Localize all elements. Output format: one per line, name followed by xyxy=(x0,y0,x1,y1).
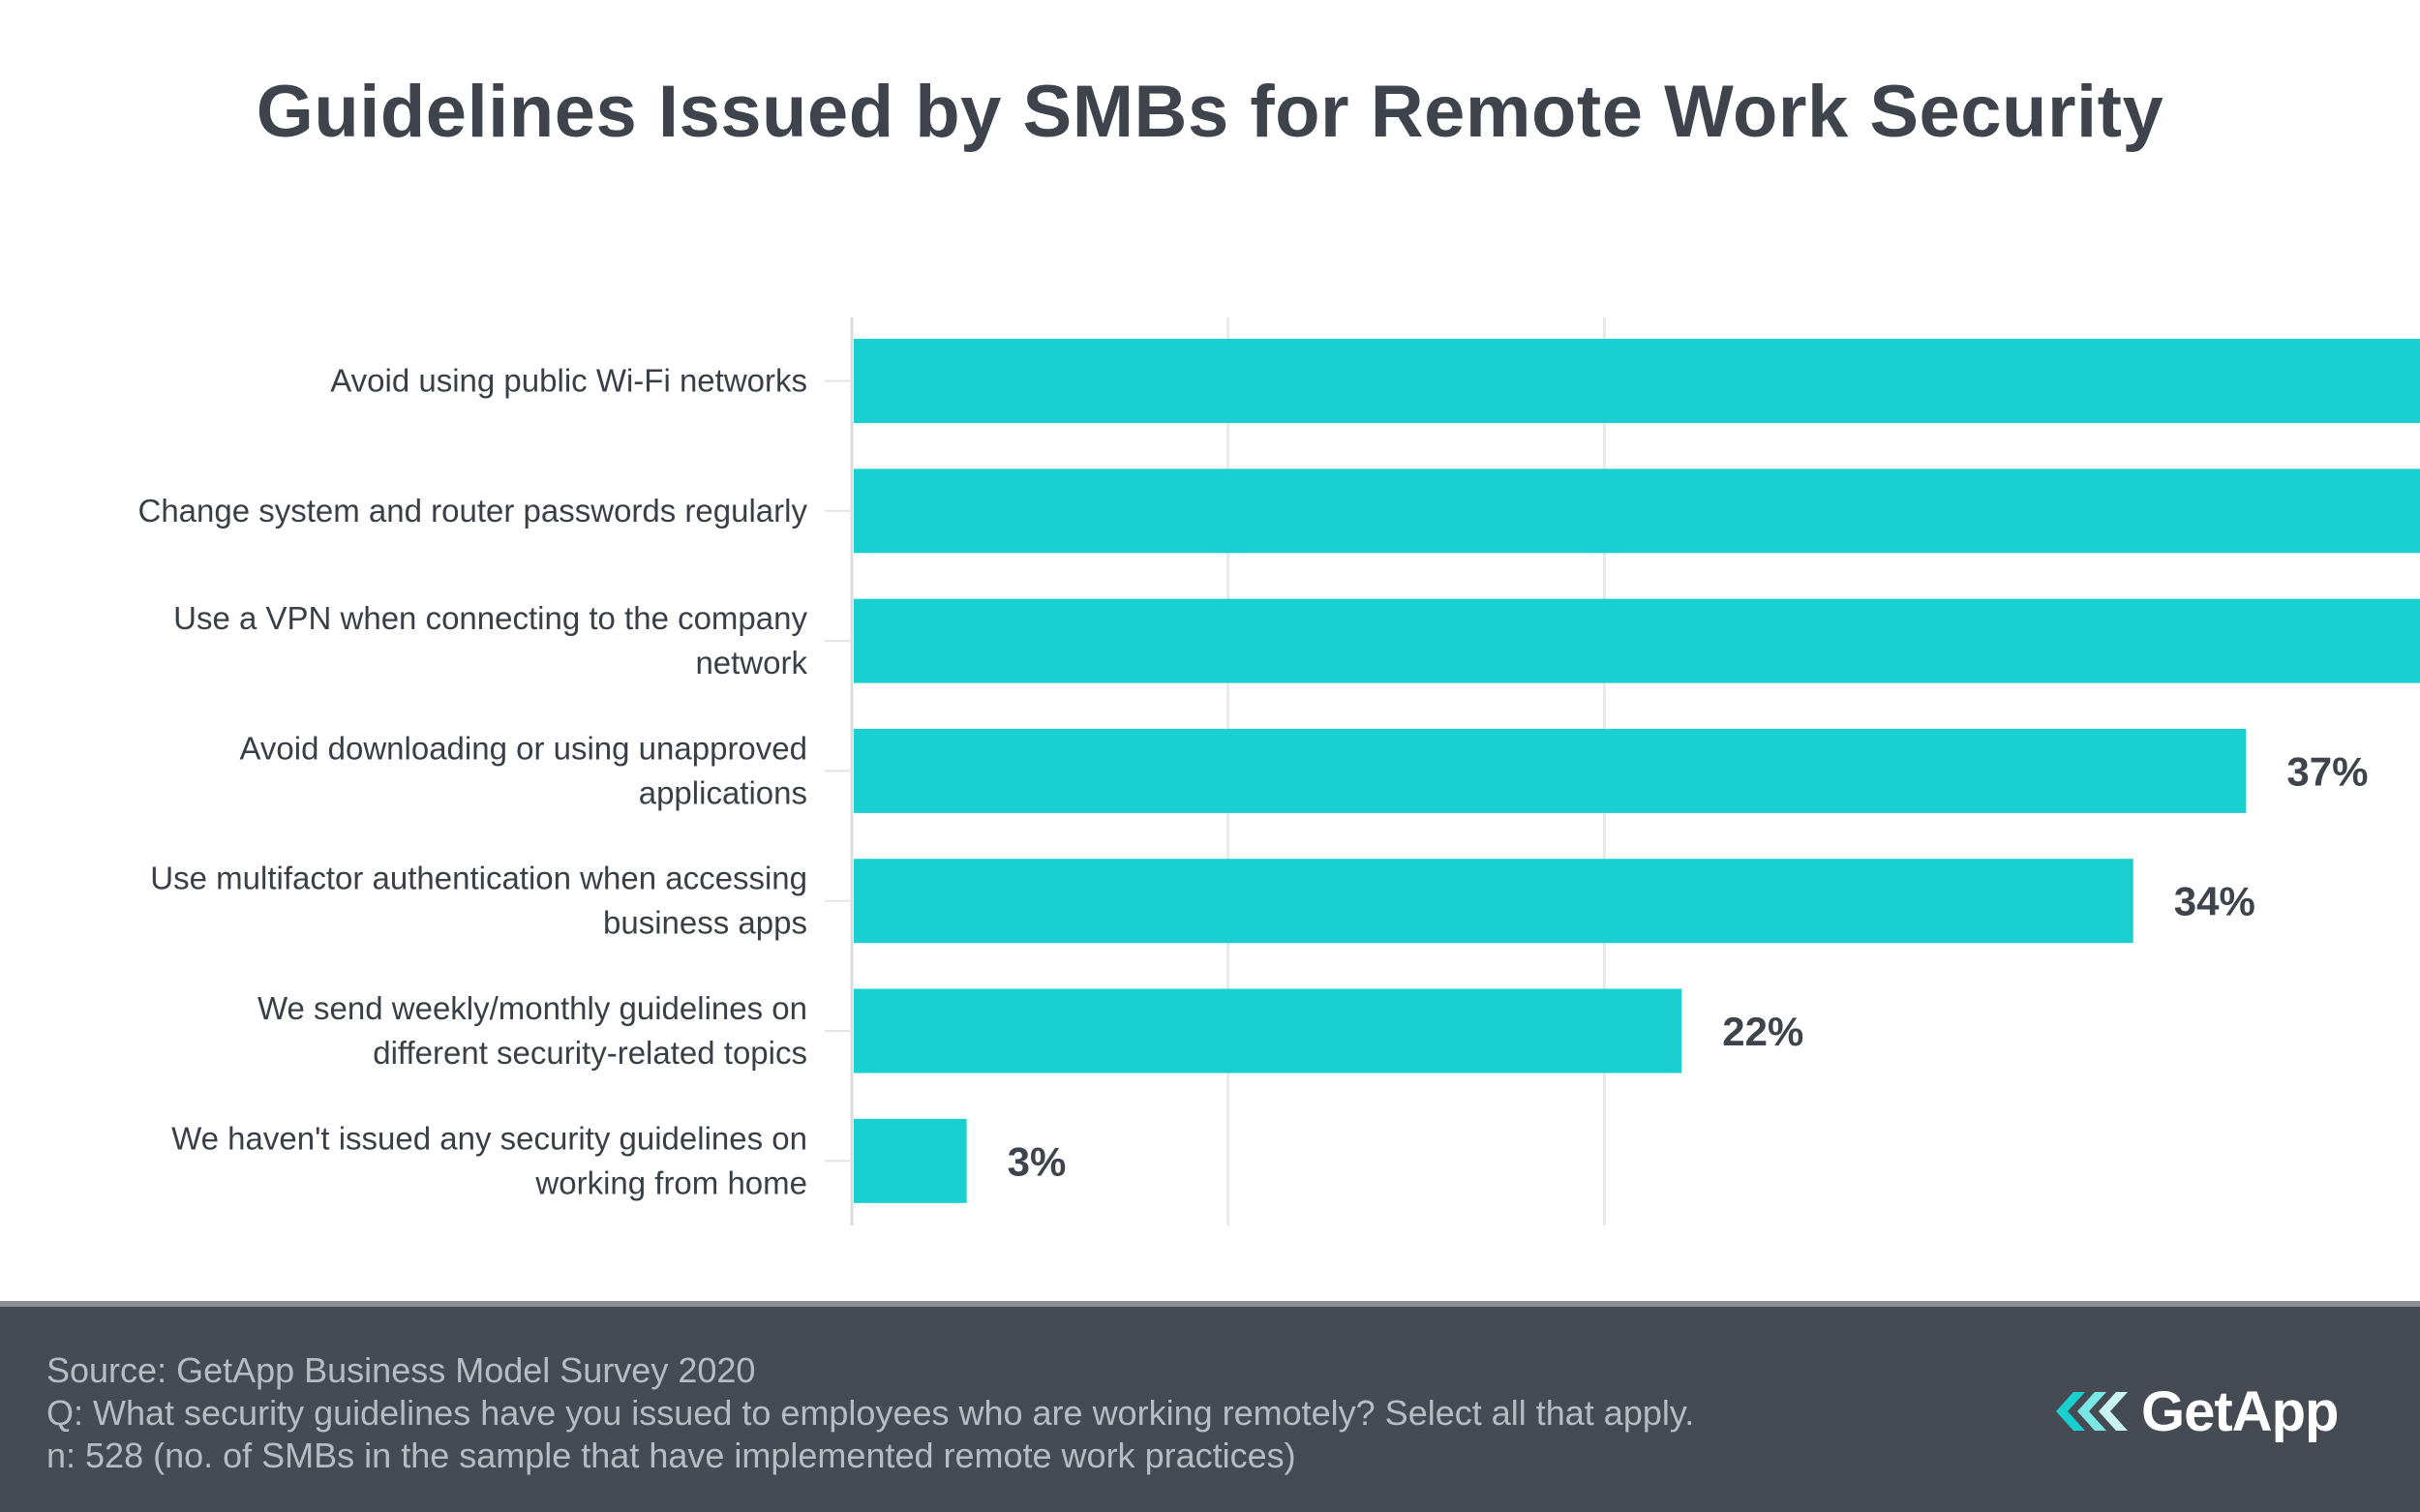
bar xyxy=(854,469,2420,554)
bar xyxy=(854,728,2247,813)
source-note: Source: GetApp Business Model Survey 202… xyxy=(46,1350,756,1390)
value-label: 3% xyxy=(1008,1138,1067,1184)
footer-notes: Source: GetApp Business Model Survey 202… xyxy=(46,1349,1694,1477)
bar xyxy=(854,859,2133,944)
footer: Source: GetApp Business Model Survey 202… xyxy=(0,1301,2420,1512)
question-note: Q: What security guidelines have you iss… xyxy=(46,1393,1695,1433)
category-label: Use multifactor authentication when acce… xyxy=(150,861,807,941)
value-label: 22% xyxy=(1722,1009,1803,1054)
category-label: We send weekly/monthly guidelines on diff… xyxy=(257,990,807,1071)
category-label: Use a VPN when connecting to the company… xyxy=(173,600,807,680)
bar xyxy=(854,1118,967,1203)
bars xyxy=(854,339,2420,1203)
chart-title: Guidelines Issued by SMBs for Remote Wor… xyxy=(256,71,2164,153)
category-label: Avoid using public Wi-Fi networks xyxy=(330,363,807,399)
category-label: Avoid downloading or using unapproved app… xyxy=(240,730,808,810)
bar xyxy=(854,988,1682,1074)
bar xyxy=(854,339,2420,423)
logo-text: GetApp xyxy=(2141,1379,2339,1443)
category-labels: Avoid using public Wi-Fi networks Change … xyxy=(137,363,807,1201)
sample-note: n: 528 (no. of SMBs in the sample that h… xyxy=(46,1436,1296,1475)
getapp-chevrons-icon xyxy=(2056,1392,2128,1431)
value-label: 37% xyxy=(2286,748,2368,794)
getapp-logo: GetApp xyxy=(2056,1379,2339,1443)
bar xyxy=(854,598,2420,683)
category-label: We haven't issued any security guideline… xyxy=(171,1120,807,1200)
value-label: 34% xyxy=(2174,879,2255,924)
value-labels: 47%46%42%37%34%22%3% xyxy=(1008,748,2369,1184)
category-label: Change system and router passwords regul… xyxy=(137,493,807,529)
bar-chart: Avoid using public Wi-Fi networks Change … xyxy=(137,318,2420,1225)
